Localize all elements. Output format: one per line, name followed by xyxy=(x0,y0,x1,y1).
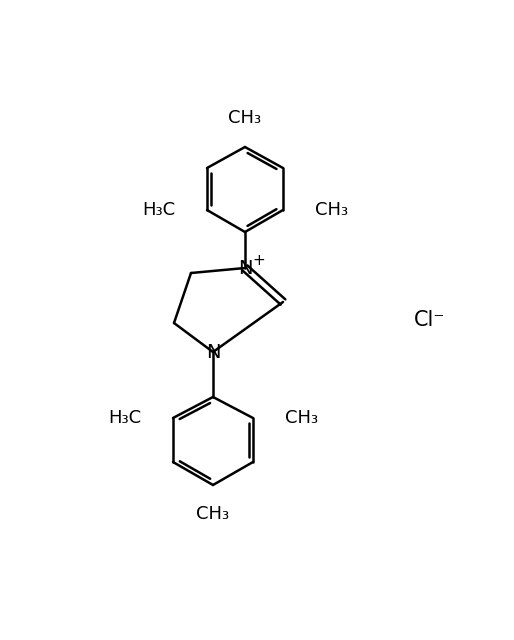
Text: CH₃: CH₃ xyxy=(285,409,318,427)
Text: N: N xyxy=(238,259,252,278)
Text: Cl⁻: Cl⁻ xyxy=(414,310,446,330)
Text: H₃C: H₃C xyxy=(108,409,141,427)
Text: +: + xyxy=(252,253,265,268)
Text: CH₃: CH₃ xyxy=(196,505,230,523)
Text: H₃C: H₃C xyxy=(142,201,175,219)
Text: CH₃: CH₃ xyxy=(228,109,262,127)
Text: CH₃: CH₃ xyxy=(315,201,348,219)
Text: N: N xyxy=(206,342,221,362)
